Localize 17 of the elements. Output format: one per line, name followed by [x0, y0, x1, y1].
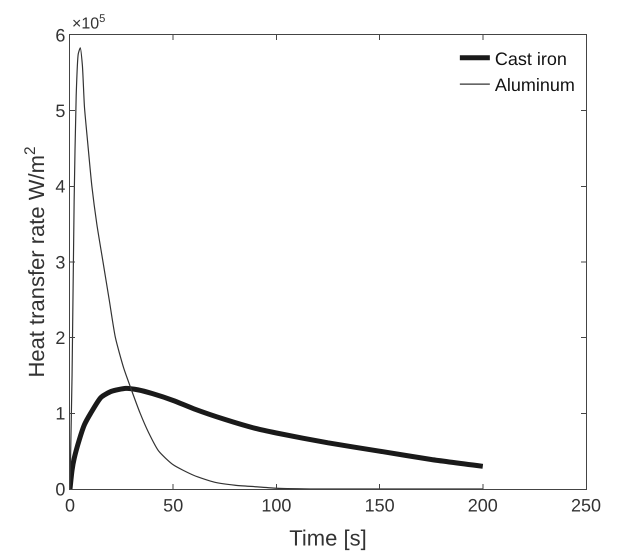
x-axis-title: Time [s] [289, 526, 367, 550]
x-tick-label: 100 [261, 496, 292, 516]
x-tick-label: 150 [364, 496, 395, 516]
legend-label: Cast iron [494, 48, 567, 69]
y-tick-label: 4 [55, 176, 66, 197]
legend-label: Aluminum [494, 75, 575, 96]
y-tick-label: 0 [55, 479, 66, 500]
x-tick-label: 200 [468, 496, 498, 516]
x-tick-label: 50 [163, 496, 184, 516]
text: ×10$^{5}$ [72, 13, 106, 33]
x-tick-label: 250 [570, 496, 602, 516]
y-tick-label: 2 [55, 328, 66, 348]
y-tick-label: 1 [55, 404, 66, 424]
y-tick-label: 5 [55, 100, 66, 121]
y-tick-label: 6 [55, 25, 66, 46]
line-series [70, 47, 484, 489]
y-tick-label: 3 [55, 252, 66, 272]
